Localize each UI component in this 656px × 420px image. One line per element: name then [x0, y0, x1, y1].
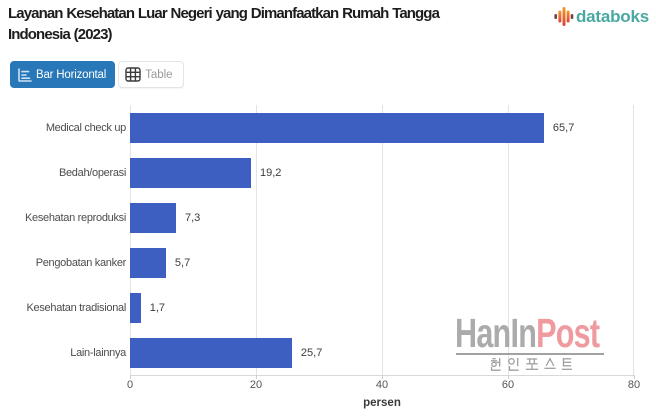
bar-horizontal-label: Bar Horizontal [36, 68, 107, 81]
bar-row: Lain-lainnya 25,7 [0, 330, 656, 375]
bar[interactable] [130, 203, 176, 234]
bar-value-label: 1,7 [149, 301, 165, 314]
bar-row: Kesehatan reproduksi 7,3 [0, 196, 656, 241]
databoks-pulse-icon [554, 4, 574, 29]
gridline-80 [633, 105, 634, 375]
bar-horizontal-button[interactable]: Bar Horizontal [10, 61, 116, 88]
bar-value-label: 5,7 [174, 256, 191, 269]
bar-row: Bedah/operasi 19,2 [0, 151, 656, 196]
bar[interactable] [130, 113, 544, 144]
tick-mark-20 [256, 375, 257, 379]
tick-mark-60 [508, 375, 509, 379]
x-tick-label-80: 80 [627, 379, 641, 391]
bar[interactable] [130, 337, 292, 368]
bar-value-label: 19,2 [259, 167, 282, 180]
bar-track: 7,3 [130, 203, 634, 234]
x-tick-label-0: 0 [126, 379, 134, 391]
gridline-40 [382, 105, 383, 375]
x-tick-label-60: 60 [501, 379, 515, 391]
category-label: Kesehatan tradisional [26, 301, 127, 314]
x-tick-label-20: 20 [249, 379, 263, 391]
gridline-0 [130, 105, 131, 375]
bar-rows: Medical check up 65,7 Bedah/operasi 19,2 Kes… [0, 106, 656, 375]
tick-mark-80 [634, 375, 635, 379]
bar-row: Kesehatan tradisional 1,7 [0, 285, 656, 330]
tick-mark-40 [382, 375, 383, 379]
x-axis-title: persen [363, 397, 401, 409]
chart-title: Layanan Kesehatan Luar Negeri yang Diman… [8, 5, 440, 43]
view-toolbar: Bar Horizontal Table [10, 61, 184, 88]
bar-value-label: 65,7 [552, 122, 575, 135]
x-tick-label-40: 40 [375, 379, 389, 391]
category-label: Kesehatan reproduksi [24, 212, 126, 225]
tick-mark-0 [130, 375, 131, 379]
bar-value-label: 25,7 [300, 346, 323, 359]
table-label: Table [145, 68, 173, 81]
bar[interactable] [130, 247, 166, 278]
bar[interactable] [130, 292, 141, 323]
table-icon [125, 67, 141, 82]
category-label: Lain-lainnya [70, 346, 126, 359]
category-label: Medical check up [45, 122, 126, 135]
bar-track: 19,2 [130, 158, 634, 189]
bar-track: 65,7 [130, 113, 634, 144]
category-label: Pengobatan kanker [35, 256, 127, 269]
bar-track: 5,7 [130, 247, 634, 278]
bar-chart: Medical check up 65,7 Bedah/operasi 19,2 Kes… [0, 105, 656, 375]
bar[interactable] [130, 158, 251, 189]
bar-horizontal-icon [17, 67, 32, 83]
gridline-20 [256, 105, 257, 375]
bar-row: Medical check up 65,7 [0, 106, 656, 151]
gridline-60 [508, 105, 509, 375]
bar-row: Pengobatan kanker 5,7 [0, 240, 656, 285]
bar-track: 25,7 [130, 337, 634, 368]
category-label: Bedah/operasi [58, 167, 126, 180]
databoks-wordmark: databoks [575, 6, 649, 26]
table-button[interactable]: Table [118, 61, 184, 88]
bar-track: 1,7 [130, 292, 634, 323]
bar-value-label: 7,3 [184, 212, 201, 225]
databoks-logo: databoks [554, 4, 649, 29]
plot-area [130, 105, 634, 375]
